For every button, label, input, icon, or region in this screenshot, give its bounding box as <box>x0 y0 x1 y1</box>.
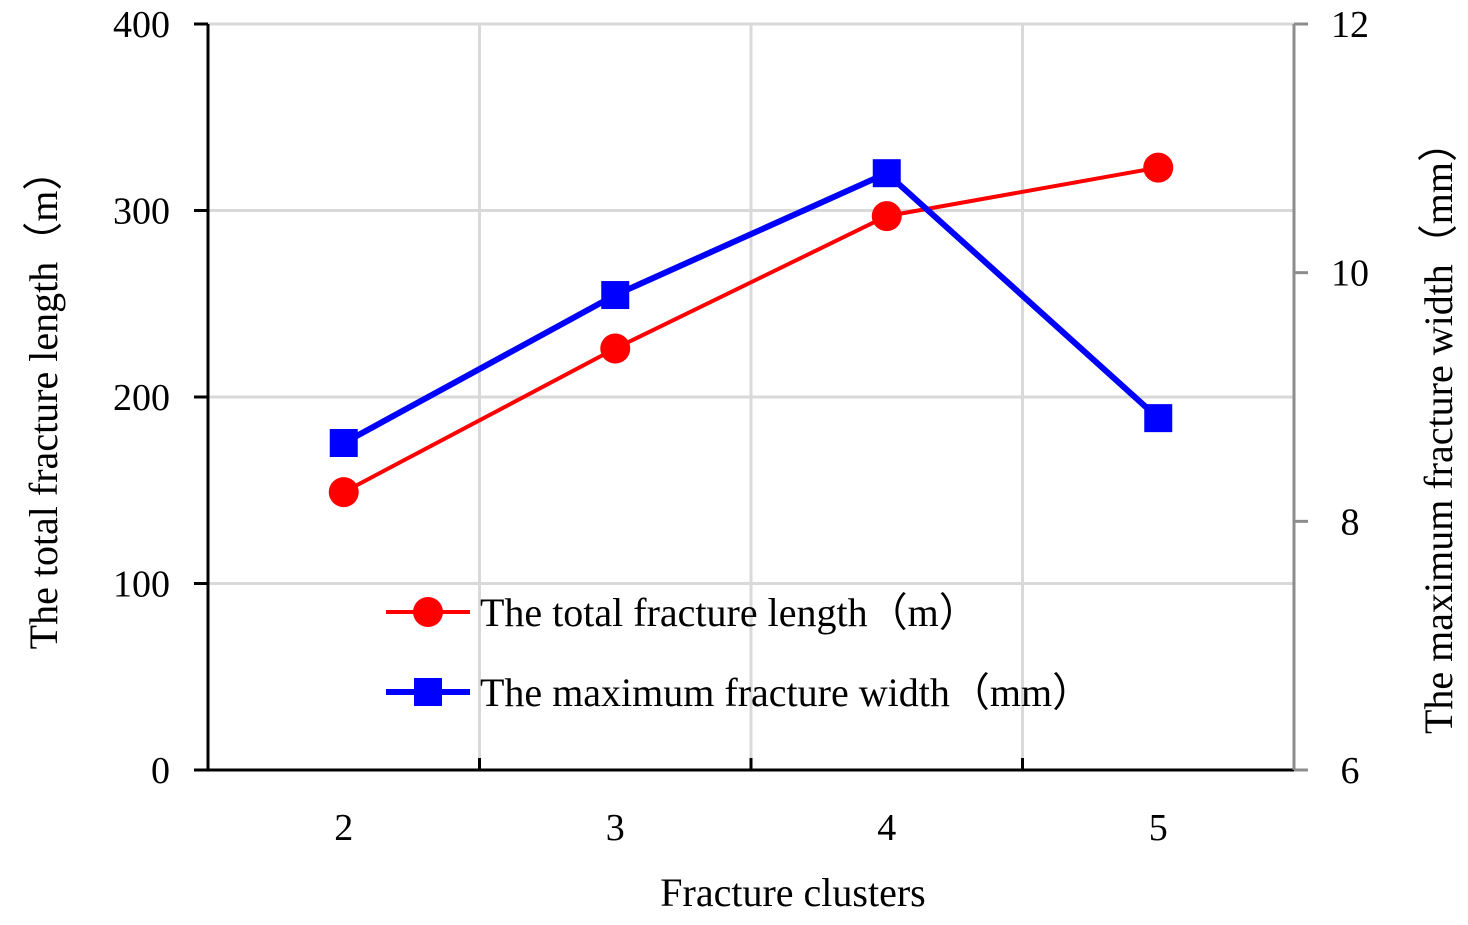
legend: The total fracture length（m） The maximum … <box>386 590 1092 715</box>
y-left-tick-label: 100 <box>113 564 170 606</box>
data-point <box>1144 404 1173 433</box>
grid-lines <box>208 22 1294 770</box>
x-tick-label: 3 <box>606 807 625 849</box>
data-point <box>601 281 630 310</box>
axes <box>194 22 1308 772</box>
y-axis-left-title: The total fracture length（m） <box>21 151 66 650</box>
series-line-1 <box>342 165 1159 494</box>
y-right-tick-label: 6 <box>1341 750 1360 792</box>
y-left-tick-label: 200 <box>113 377 170 419</box>
data-point <box>328 477 359 508</box>
y-left-tick-label: 300 <box>113 191 170 233</box>
legend-marker <box>413 597 443 627</box>
legend-label: The total fracture length（m） <box>480 590 979 635</box>
y-right-tick-label: 10 <box>1331 253 1369 295</box>
y-right-tick-label: 12 <box>1331 4 1369 46</box>
x-tick-label: 5 <box>1149 807 1168 849</box>
x-tick-label: 4 <box>877 807 896 849</box>
y-right-tick-label: 8 <box>1341 501 1360 543</box>
y-axis-right-title: The maximum fracture width（mm） <box>1416 122 1461 734</box>
x-axis-title: Fracture clusters <box>660 870 925 915</box>
series-layer <box>328 152 1174 508</box>
series-line-2 <box>342 170 1161 446</box>
y-left-tick-label: 400 <box>113 4 170 46</box>
data-point <box>600 333 631 364</box>
legend-label: The maximum fracture width（mm） <box>480 670 1092 715</box>
tick-labels: 0 100 200 300 400 6 8 10 12 2 3 4 5 <box>113 4 1369 849</box>
data-point <box>871 201 902 232</box>
data-point <box>872 159 901 188</box>
y-left-tick-label: 0 <box>151 750 170 792</box>
data-point <box>329 429 358 458</box>
legend-marker <box>414 678 442 706</box>
x-tick-label: 2 <box>334 807 353 849</box>
data-point <box>1143 152 1174 183</box>
